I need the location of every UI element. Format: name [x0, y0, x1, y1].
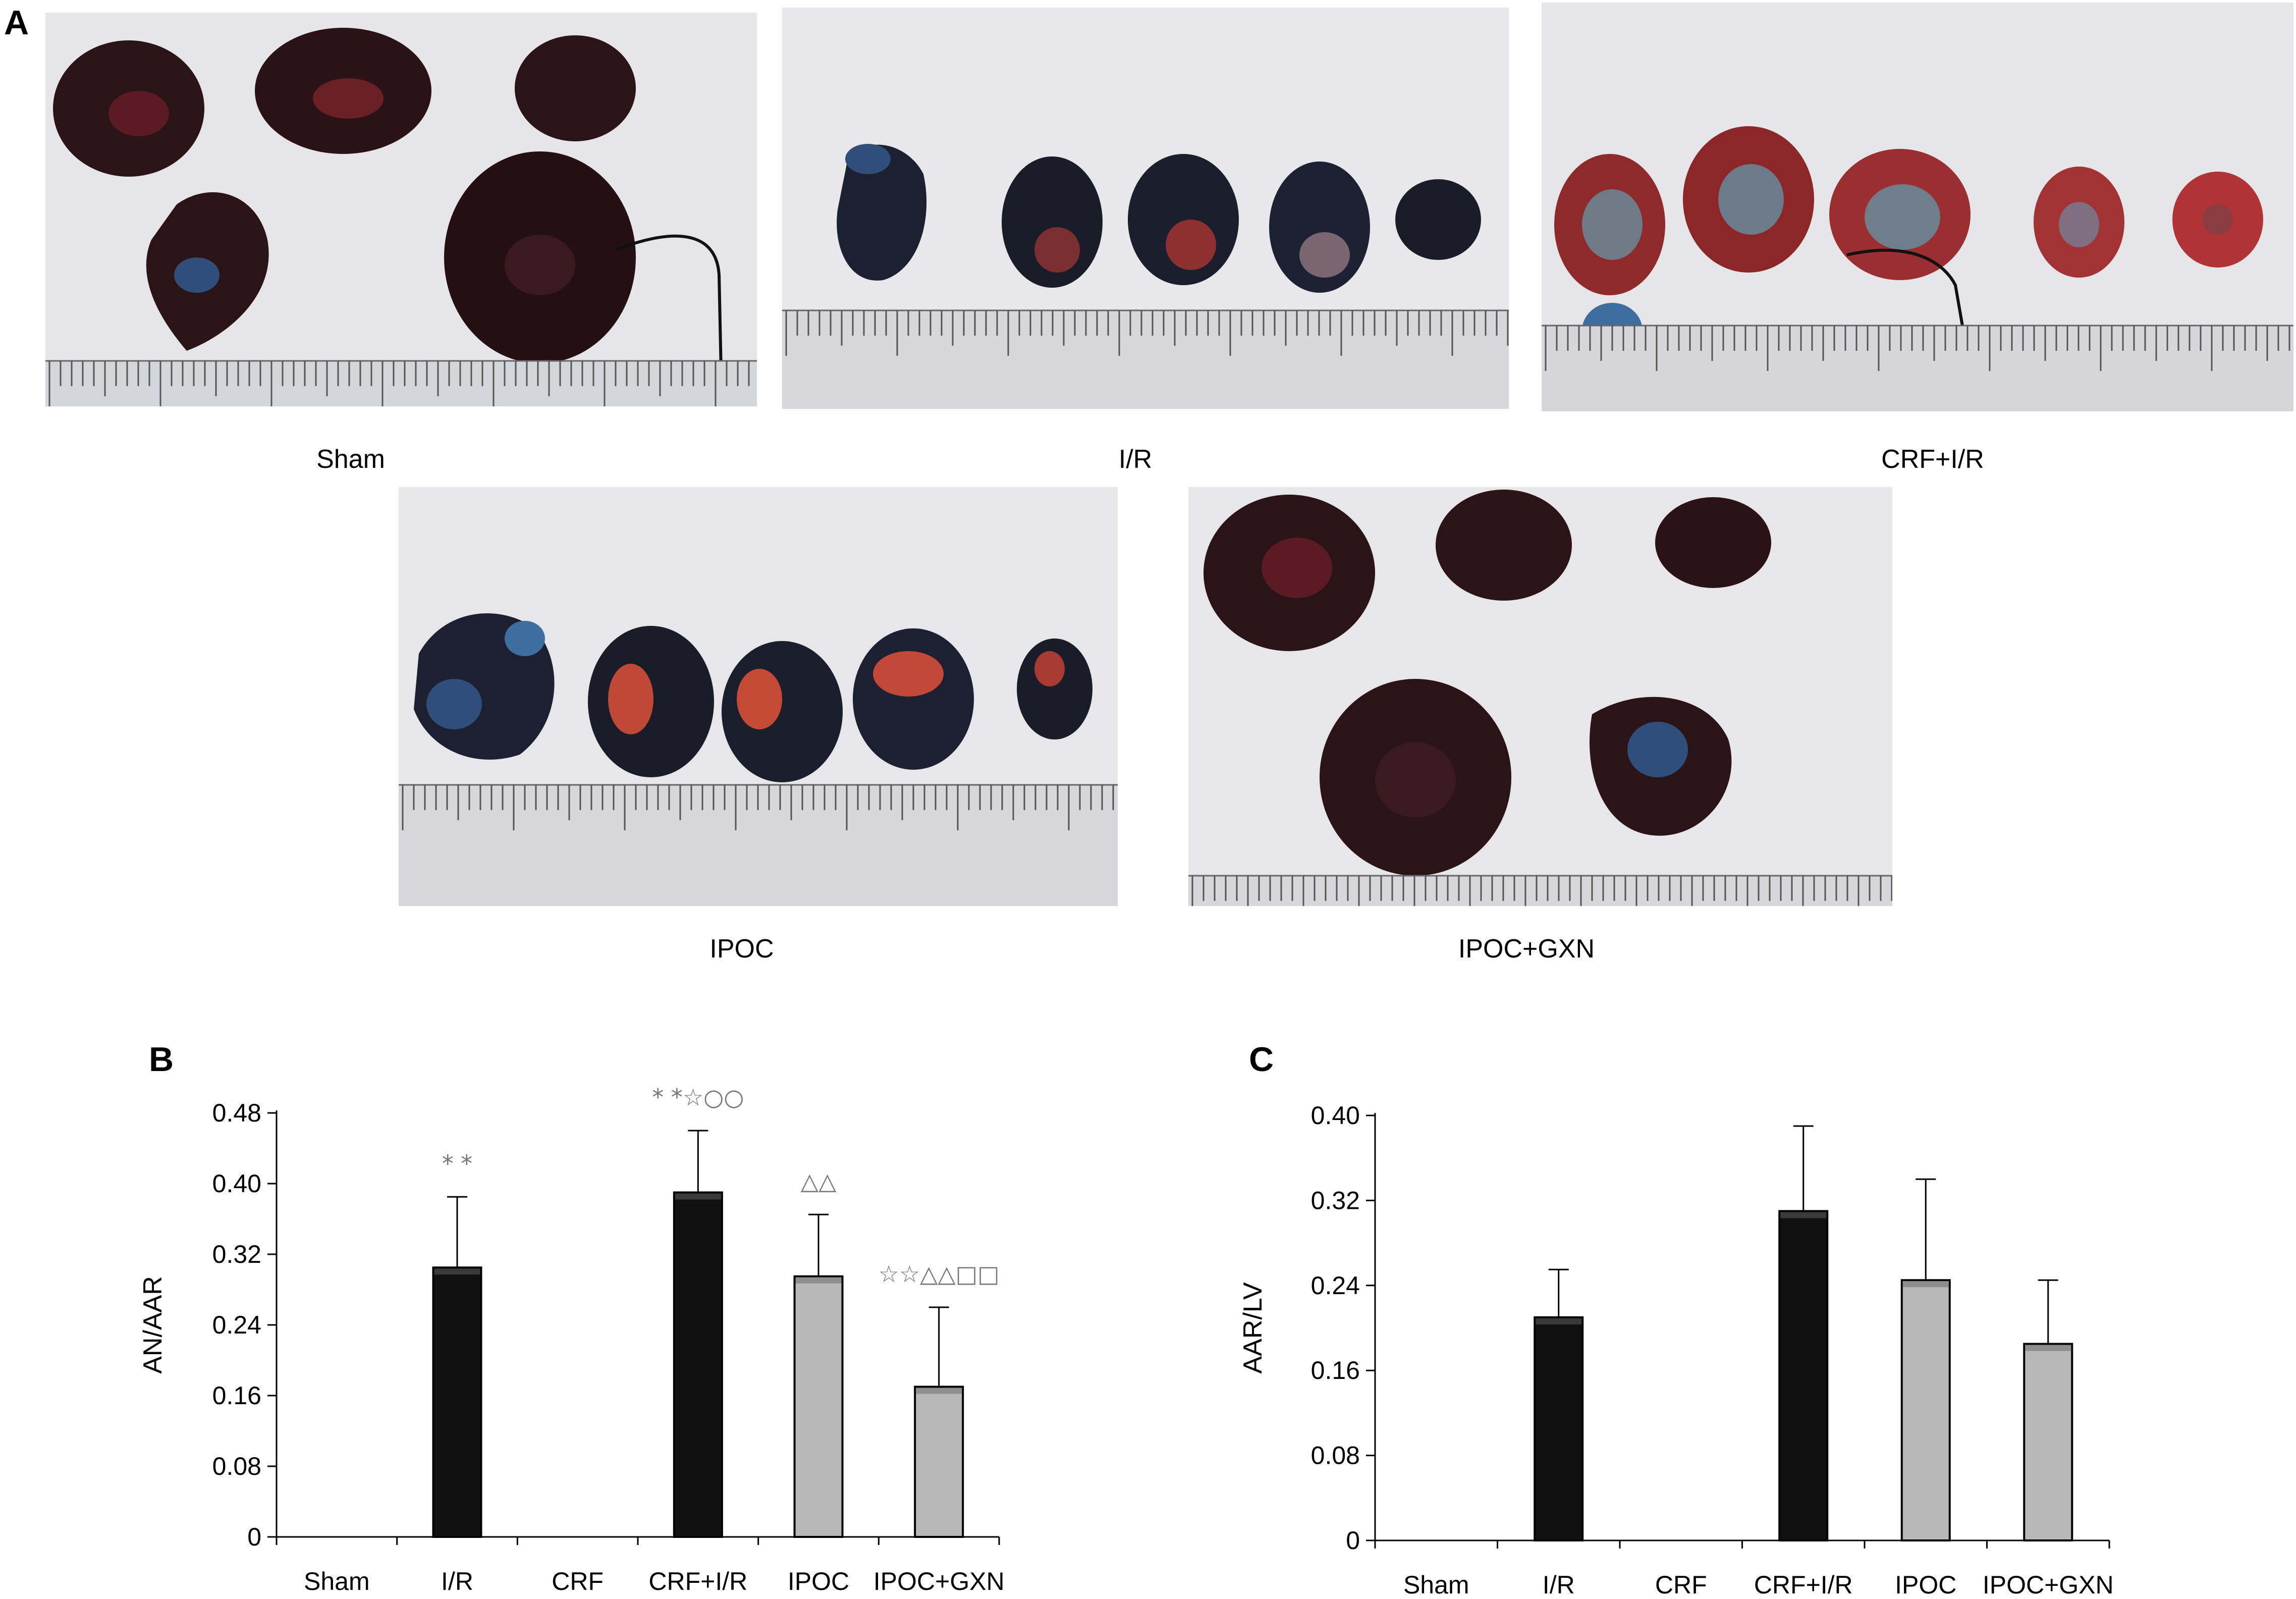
- photo-ir: [782, 8, 1509, 409]
- y-tick-label: 0: [247, 1523, 261, 1551]
- bar-shade: [916, 1388, 962, 1394]
- panel-a-label: A: [4, 4, 29, 42]
- x-category-label: Sham: [304, 1567, 370, 1595]
- y-tick-label: 0.32: [212, 1240, 261, 1268]
- y-tick-label: 0.40: [212, 1169, 261, 1198]
- photo-sham: [45, 13, 757, 406]
- ipoc-heart-slices-image: [399, 487, 1118, 906]
- caption-ir: I/R: [1118, 445, 1153, 474]
- ipoc-gxn-heart-slices-image: [1188, 487, 1892, 906]
- bar-crf-i-r: [673, 1191, 723, 1538]
- y-tick-label: 0.16: [212, 1381, 261, 1410]
- x-category-label: CRF+I/R: [648, 1567, 747, 1595]
- significance-annotation: ☆☆△△□□: [879, 1260, 1000, 1288]
- y-tick-label: 0.08: [212, 1452, 261, 1480]
- y-axis-title: AN/AAR: [138, 1276, 168, 1374]
- bar-shade: [675, 1193, 721, 1200]
- caption-ipoc: IPOC: [709, 934, 774, 964]
- crf-ir-heart-slices-image: [1542, 3, 2293, 411]
- x-category-label: IPOC: [788, 1567, 849, 1595]
- caption-sham: Sham: [316, 445, 385, 474]
- x-category-label: IPOC+GXN: [873, 1567, 1005, 1595]
- bar-ipoc-gxn: [914, 1385, 964, 1538]
- x-category-label: CRF: [552, 1567, 604, 1595]
- significance-annotation: * *☆○○: [652, 1084, 744, 1111]
- panel-c-label: C: [1249, 1040, 1274, 1079]
- bar-shade: [795, 1277, 842, 1284]
- caption-crf-ir: CRF+I/R: [1881, 445, 1984, 474]
- y-tick-label: 0.48: [212, 1099, 261, 1127]
- panel-b-label: B: [149, 1040, 174, 1079]
- photo-ipoc: [399, 487, 1118, 906]
- y-tick-label: 0.24: [212, 1311, 261, 1339]
- significance-annotation: △△: [801, 1167, 837, 1195]
- sham-heart-slices-image: [45, 13, 757, 406]
- bar-ipoc: [793, 1275, 844, 1538]
- x-category-label: I/R: [441, 1567, 473, 1595]
- significance-annotation: * *: [442, 1150, 473, 1177]
- photo-crf-ir: [1542, 3, 2293, 411]
- bar-i-r: [432, 1266, 482, 1538]
- ir-heart-slices-image: [782, 8, 1509, 409]
- photo-ipoc-gxn: [1188, 487, 1892, 906]
- caption-ipoc-gxn: IPOC+GXN: [1458, 934, 1595, 964]
- bar-shade: [434, 1268, 480, 1275]
